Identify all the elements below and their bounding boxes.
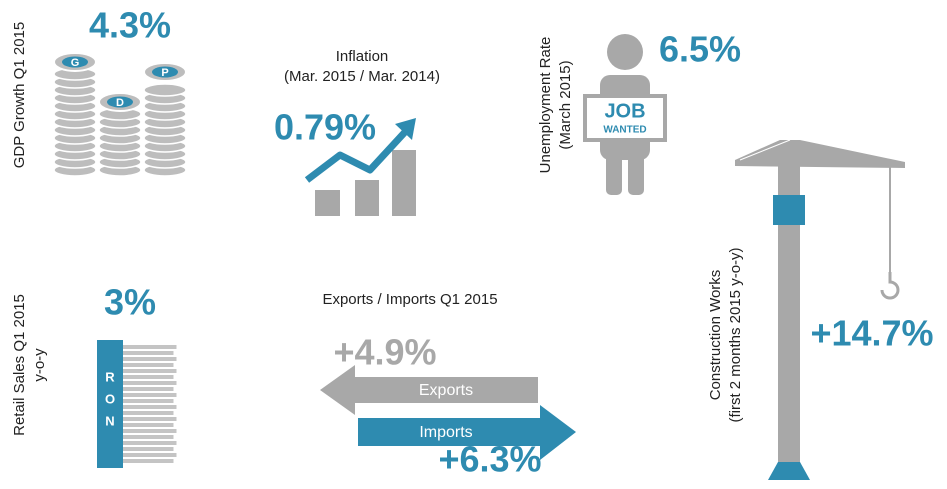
exports-label: Exports [419,382,473,399]
bill [101,387,174,391]
money-band [97,340,123,468]
retail-label: Retail Sales Q1 2015 [11,294,28,436]
coin-top [107,96,133,108]
bill [104,441,177,445]
imports-arrow [358,405,576,460]
bill [104,453,177,457]
coin-letter: P [161,67,168,79]
construction-label: (first 2 months 2015 y-o-y) [727,247,744,422]
band-letter: O [105,391,115,406]
bill [104,405,177,409]
inflation-label: Inflation [336,48,389,65]
bill [104,345,177,349]
bill [101,351,174,355]
unemployment-label: (March 2015) [557,60,574,149]
exports-value: +4.9% [333,332,436,373]
trade-title: Exports / Imports Q1 2015 [322,291,497,308]
retail-label: y-o-y [31,348,48,382]
gdp-label: GDP Growth Q1 2015 [11,22,28,168]
bill [104,429,177,433]
person-icon [583,34,667,195]
bill [101,375,174,379]
bill [101,447,174,451]
coin-top [62,56,88,68]
bill [101,411,174,415]
inflation-label: (Mar. 2015 / Mar. 2014) [284,68,440,85]
crane-icon [735,139,905,480]
band-letter: N [105,413,114,428]
bill [104,393,177,397]
band-letter: R [105,369,115,384]
bill [104,369,177,373]
unemployment-value: 6.5% [659,29,741,70]
construction-value: +14.7% [810,313,933,354]
inflation-value: 0.79% [274,107,376,148]
bill [104,417,177,421]
retail-value: 3% [104,282,156,323]
bill [101,363,174,367]
bill [104,357,177,361]
coin-top [152,66,178,78]
imports-value: +6.3% [438,439,541,480]
imports-label: Imports [419,424,472,441]
gdp-value: 4.3% [89,5,171,46]
coin [143,83,187,97]
unemployment-label: Unemployment Rate [537,37,554,174]
sign-text: JOB [604,100,645,122]
coin-letter: D [116,97,124,109]
money-stack [101,345,177,463]
coin-letter: G [71,57,80,69]
inflation-icon [304,118,416,216]
coin-stacks: G D P [53,52,187,177]
exports-arrow [320,365,538,415]
sign-text: WANTED [603,125,646,136]
bill [101,459,174,463]
bill [104,381,177,385]
bill [101,435,174,439]
bill [101,423,174,427]
construction-label: Construction Works [707,270,724,401]
bill [101,399,174,403]
